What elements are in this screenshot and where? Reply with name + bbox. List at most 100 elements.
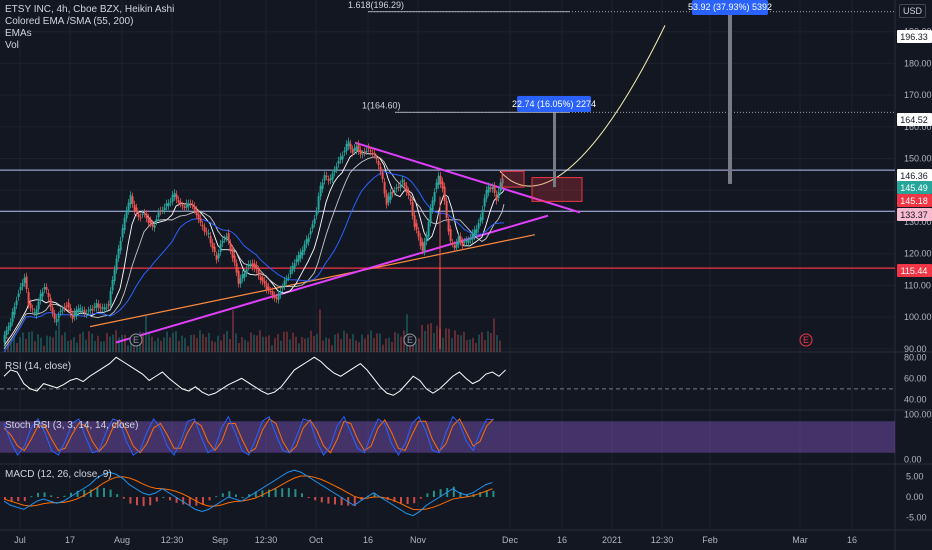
candle-body	[137, 214, 140, 218]
indicator-ema-sma[interactable]: Colored EMA /SMA (55, 200)	[5, 16, 134, 27]
volume-bar	[172, 332, 174, 352]
price-tick-label: 100.00	[904, 312, 932, 322]
candle-body	[359, 150, 362, 155]
macd-histogram-bar	[419, 497, 422, 499]
volume-bar	[433, 332, 435, 352]
candle-body	[291, 265, 294, 271]
volume-bar	[316, 333, 318, 352]
candle-body	[417, 230, 420, 237]
macd-histogram-bar	[235, 494, 237, 497]
macd-histogram-bar	[30, 496, 33, 498]
indicator-vol[interactable]: Vol	[5, 40, 19, 51]
macd-histogram-bar	[492, 490, 495, 497]
candle-body	[395, 187, 398, 190]
macd-histogram-bar	[149, 497, 152, 506]
candle-body	[225, 236, 228, 239]
measure-label-2-bg	[692, 0, 768, 15]
candle-body	[363, 151, 366, 153]
currency-badge[interactable]: USD	[898, 4, 926, 18]
volume-bar	[61, 335, 63, 352]
candle-body	[461, 241, 464, 247]
candle-body	[279, 291, 282, 296]
price-tick-label: 150.00	[904, 154, 932, 164]
volume-bar	[220, 340, 222, 352]
volume-bar	[487, 331, 489, 352]
volume-bar	[73, 337, 75, 352]
candle-body	[285, 279, 288, 281]
candle-body	[105, 307, 108, 309]
volume-bar	[271, 345, 273, 352]
candle-body	[55, 318, 58, 323]
candle-body	[235, 263, 238, 273]
volume-bar	[274, 338, 276, 352]
macd-histogram-bar	[50, 495, 53, 497]
candle-body	[365, 150, 368, 152]
candle-body	[61, 309, 64, 311]
volume-bar	[376, 333, 378, 352]
candle-body	[161, 210, 164, 212]
macd-histogram-bar	[142, 497, 145, 507]
volume-bar	[445, 328, 447, 352]
candle-body	[497, 191, 500, 198]
fib-label-1618: 1.618(196.29)	[348, 0, 404, 10]
volume-bar	[103, 341, 105, 352]
volume-bar	[67, 340, 69, 352]
macd-histogram-bar	[452, 486, 455, 497]
volume-bar	[334, 334, 336, 352]
volume-bar	[37, 334, 39, 352]
candle-body	[229, 243, 232, 251]
candle-body	[313, 218, 316, 224]
volume-bar	[52, 337, 54, 352]
candle-body	[71, 314, 74, 319]
volume-bar	[451, 338, 453, 352]
candle-body	[347, 141, 350, 147]
candle-body	[217, 253, 220, 259]
candle-body	[357, 143, 360, 152]
candle-body	[261, 277, 264, 282]
volume-bar	[49, 336, 51, 352]
candle-body	[189, 203, 192, 205]
volume-bar	[127, 345, 129, 352]
indicator-emas[interactable]: EMAs	[5, 28, 32, 39]
volume-bar	[442, 337, 444, 352]
candle-body	[125, 210, 128, 219]
candle-body	[303, 244, 306, 251]
triangle-upper-line	[354, 141, 581, 214]
volume-bar	[148, 331, 150, 352]
candle-body	[499, 182, 502, 191]
time-axis-label: Jul	[14, 535, 26, 545]
candle-body	[255, 264, 258, 270]
volume-bar	[379, 333, 381, 352]
price-level-badge	[897, 181, 932, 194]
macd-histogram-bar	[281, 488, 284, 497]
volume-bar	[427, 324, 429, 352]
macd-histogram-bar	[221, 493, 224, 497]
candle-body	[469, 237, 472, 241]
candle-body	[397, 186, 400, 188]
candle-body	[153, 224, 156, 228]
volume-bar	[10, 339, 12, 352]
volume-bar	[16, 342, 18, 352]
volume-bar	[178, 340, 180, 352]
candle-body	[17, 293, 20, 298]
volume-bar	[475, 343, 477, 352]
volume-bar	[247, 341, 249, 352]
candle-body	[253, 263, 256, 269]
candle-body	[87, 310, 90, 312]
stoch-title: Stoch RSI (3, 3, 14, 14, close)	[5, 420, 138, 431]
volume-bar	[280, 340, 282, 352]
candle-body	[263, 280, 266, 284]
candle-body	[329, 178, 332, 181]
macd-histogram-bar	[208, 497, 211, 501]
fib-label-1: 1(164.60)	[362, 100, 401, 110]
volume-bar	[217, 335, 219, 352]
time-axis-label: Mar	[792, 535, 808, 545]
candle-body	[133, 204, 136, 212]
macd-histogram-bar	[466, 494, 468, 497]
candle-body	[3, 335, 6, 343]
volume-bar	[286, 331, 288, 352]
candle-body	[79, 308, 82, 310]
candle-body	[337, 160, 340, 164]
candle-body	[425, 235, 428, 242]
